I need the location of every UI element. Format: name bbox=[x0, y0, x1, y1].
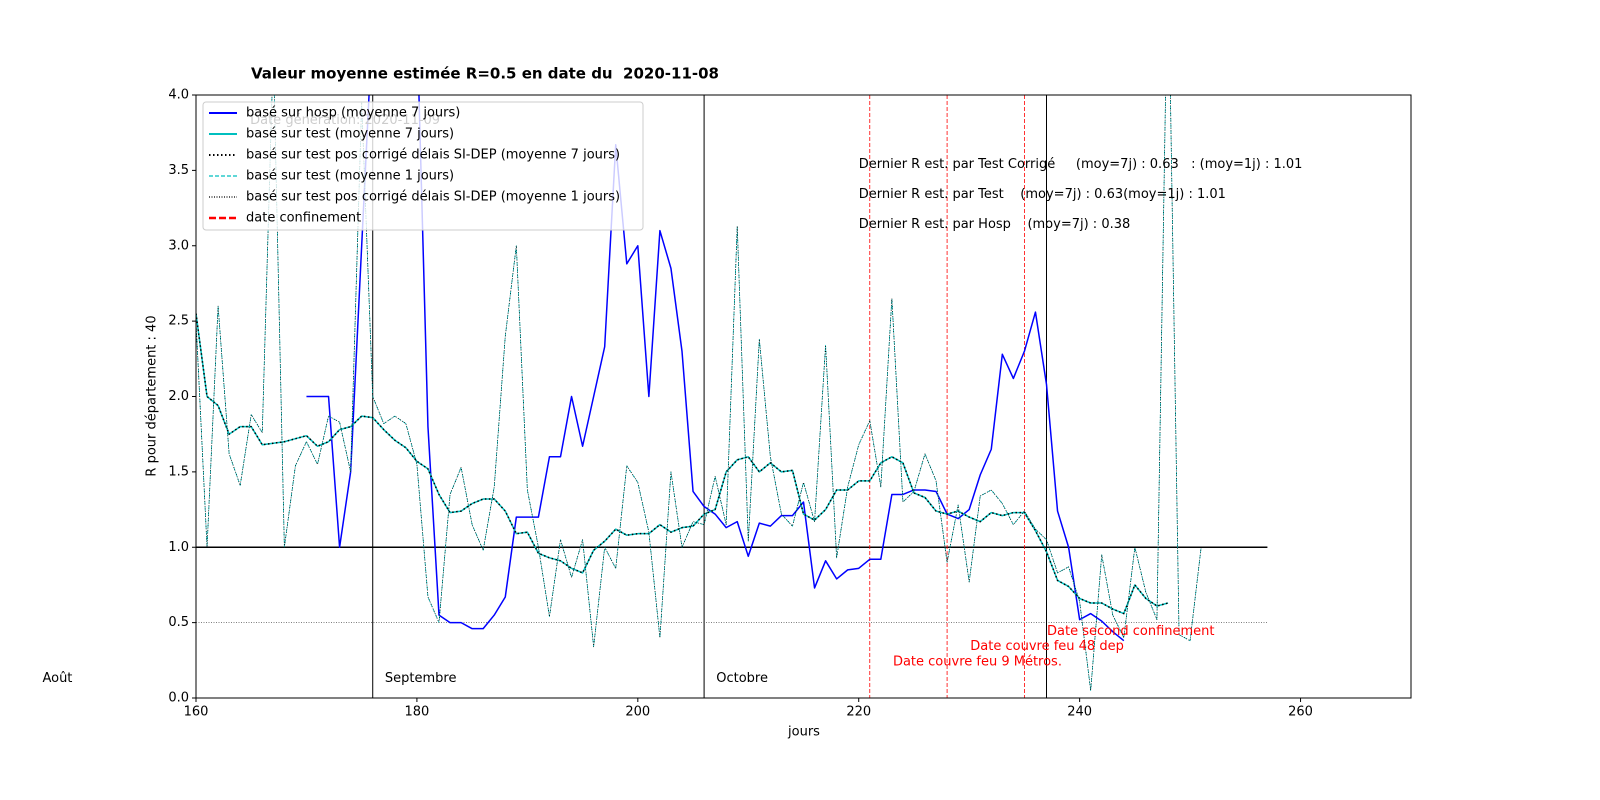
legend-label: basé sur test (moyenne 1 jours) bbox=[246, 169, 454, 184]
y-tick-label: 0.5 bbox=[168, 615, 189, 630]
annotation: Août bbox=[42, 671, 72, 686]
annotation: Octobre bbox=[716, 671, 768, 686]
x-tick-label: 220 bbox=[846, 705, 871, 720]
series-line bbox=[196, 313, 1169, 615]
y-tick-label: 2.5 bbox=[168, 314, 189, 329]
annotation: Dernier R est. par Test Corrigé (moy=7j)… bbox=[859, 157, 1303, 172]
y-tick-label: 1.0 bbox=[168, 540, 189, 555]
annotation: Dernier R est. par Test (moy=7j) : 0.63(… bbox=[859, 187, 1226, 202]
chart-title: Valeur moyenne estimée R=0.5 en date du … bbox=[251, 65, 719, 83]
x-tick-label: 240 bbox=[1067, 705, 1092, 720]
legend-label: date confinement bbox=[246, 211, 361, 226]
y-tick-label: 3.0 bbox=[168, 238, 189, 253]
x-tick-label: 180 bbox=[404, 705, 429, 720]
legend-label: basé sur test pos corrigé délais SI-DEP … bbox=[246, 190, 620, 205]
x-tick-label: 200 bbox=[625, 705, 650, 720]
y-tick-label: 2.0 bbox=[168, 389, 189, 404]
x-axis-label: jours bbox=[787, 725, 820, 740]
legend-label: basé sur test (moyenne 7 jours) bbox=[246, 127, 454, 142]
y-tick-label: 1.5 bbox=[168, 464, 189, 479]
y-tick-label: 3.5 bbox=[168, 163, 189, 178]
y-tick-label: 4.0 bbox=[168, 88, 189, 103]
legend-label: basé sur hosp (moyenne 7 jours) bbox=[246, 106, 460, 121]
x-tick-label: 160 bbox=[184, 705, 209, 720]
annotation: Date couvre feu 9 Métros. bbox=[893, 654, 1062, 669]
annotation: Septembre bbox=[385, 671, 457, 686]
series-line bbox=[306, 95, 1125, 642]
legend-label: basé sur test pos corrigé délais SI-DEP … bbox=[246, 148, 620, 163]
annotation: Dernier R est. par Hosp (moy=7j) : 0.38 bbox=[859, 217, 1131, 232]
legend-box bbox=[202, 101, 644, 231]
y-tick-label: 0.0 bbox=[168, 691, 189, 706]
axes-frame bbox=[195, 94, 1412, 699]
annotation: Date couvre feu 48 dep bbox=[970, 639, 1124, 654]
y-axis-label: R pour département : 40 bbox=[145, 315, 160, 476]
annotation: Date second confinement bbox=[1047, 624, 1214, 639]
x-tick-label: 260 bbox=[1288, 705, 1313, 720]
